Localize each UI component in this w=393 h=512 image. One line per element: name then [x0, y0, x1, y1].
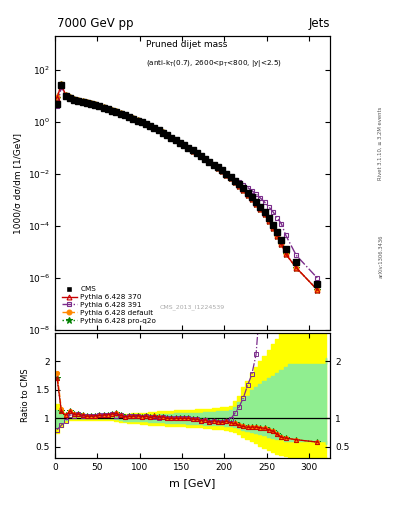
CMS [72, 97, 76, 103]
Text: (anti-k$_\mathrm{T}$(0.7), 2600<p$_\mathrm{T}$<800, |y|<2.5): (anti-k$_\mathrm{T}$(0.7), 2600<p$_\math… [146, 58, 282, 69]
CMS [123, 112, 127, 118]
Text: 7000 GeV pp: 7000 GeV pp [57, 17, 134, 30]
X-axis label: m [GeV]: m [GeV] [169, 478, 216, 487]
Line: CMS: CMS [54, 82, 321, 287]
CMS [68, 95, 72, 101]
CMS [220, 167, 224, 173]
Text: Pruned dijet mass: Pruned dijet mass [146, 40, 227, 49]
Text: CMS_2013_I1224539: CMS_2013_I1224539 [160, 304, 225, 310]
Y-axis label: 1000/σ dσ/dm [1/GeV]: 1000/σ dσ/dm [1/GeV] [13, 133, 22, 233]
CMS [161, 130, 165, 136]
CMS [59, 82, 64, 89]
CMS [55, 100, 59, 106]
Text: Jets: Jets [309, 17, 330, 30]
Text: Rivet 3.1.10, ≥ 3.2M events: Rivet 3.1.10, ≥ 3.2M events [378, 106, 383, 180]
Y-axis label: Ratio to CMS: Ratio to CMS [21, 369, 30, 422]
Legend: CMS, Pythia 6.428 370, Pythia 6.428 391, Pythia 6.428 default, Pythia 6.428 pro-: CMS, Pythia 6.428 370, Pythia 6.428 391,… [59, 283, 159, 327]
CMS [315, 281, 320, 287]
Text: arXiv:1306.3436: arXiv:1306.3436 [378, 234, 383, 278]
CMS [224, 171, 229, 177]
